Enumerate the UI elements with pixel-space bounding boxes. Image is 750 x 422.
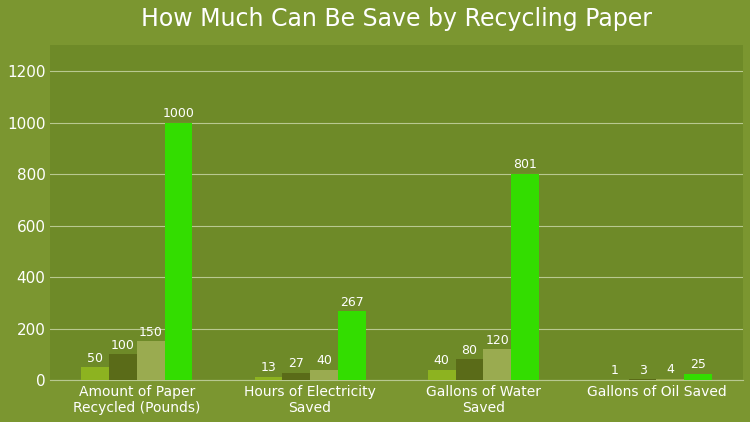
Text: 120: 120 [485,333,509,346]
Text: 150: 150 [139,326,163,339]
Text: 1000: 1000 [163,107,194,120]
Bar [338,311,365,380]
Bar [455,360,483,380]
Bar [310,370,338,380]
Text: 50: 50 [87,352,104,365]
Bar [255,377,283,380]
Bar [511,174,538,380]
Text: 40: 40 [433,354,450,367]
Bar [483,349,511,380]
Text: 13: 13 [261,361,277,374]
Text: 3: 3 [639,364,646,377]
Bar [164,123,192,380]
Bar [283,373,310,380]
Text: 40: 40 [316,354,332,367]
Bar [656,379,684,380]
Title: How Much Can Be Save by Recycling Paper: How Much Can Be Save by Recycling Paper [141,7,652,31]
Text: 100: 100 [111,339,135,352]
Bar [684,373,712,380]
Bar [110,354,137,380]
Text: 801: 801 [513,158,537,171]
Text: 267: 267 [340,296,364,309]
Text: 4: 4 [667,363,674,376]
Bar [137,341,164,380]
Text: 27: 27 [288,357,304,371]
Text: 80: 80 [461,344,478,357]
Bar [427,370,455,380]
Text: 1: 1 [611,364,619,377]
Text: 25: 25 [690,358,706,371]
Bar [82,367,110,380]
Bar [628,379,656,380]
